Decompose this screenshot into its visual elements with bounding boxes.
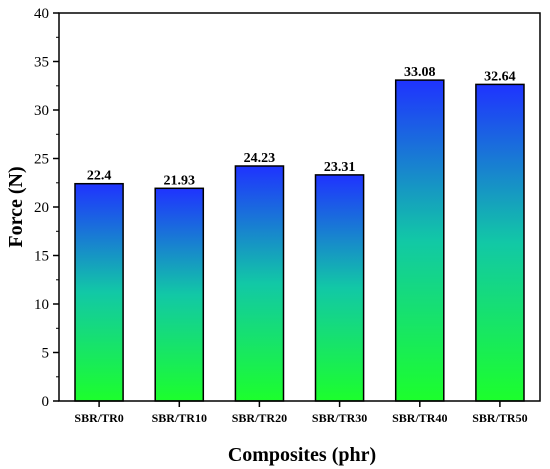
data-label: 33.08 [404, 65, 436, 80]
x-tick-label: SBR/TR30 [312, 411, 367, 425]
data-label: 22.4 [87, 169, 112, 184]
data-label: 21.93 [164, 173, 196, 188]
bar-sbr-tr30 [314, 174, 365, 402]
data-label: 24.23 [244, 151, 276, 166]
y-tick-label: 10 [34, 297, 49, 313]
y-tick-label: 0 [42, 394, 50, 410]
x-tick-label: SBR/TR10 [152, 411, 207, 425]
x-tick-label: SBR/TR50 [472, 411, 527, 425]
x-tick-label: SBR/TR40 [392, 411, 447, 425]
bar-sbr-tr0 [74, 182, 124, 402]
x-axis-title: Composites (phr) [228, 444, 376, 466]
y-tick-label: 15 [34, 249, 49, 265]
bar-sbr-tr50 [475, 83, 525, 402]
plot-area: 22.4 SBR/TR0 21.93 SBR/TR10 24.23 SBR/TR20 23.… [34, 6, 541, 425]
x-tick-label: SBR/TR20 [232, 411, 287, 425]
data-label: 32.64 [484, 69, 516, 84]
x-tick-label: SBR/TR0 [74, 411, 123, 425]
bar-sbr-tr20 [234, 165, 285, 402]
y-tick-label: 35 [34, 55, 49, 71]
y-tick-label: 25 [34, 152, 49, 168]
y-tick-label: 20 [34, 200, 49, 216]
y-tick-label: 40 [34, 6, 49, 22]
plot-frame [58, 12, 541, 402]
bar-sbr-tr10 [154, 187, 205, 402]
bar-sbr-tr40 [394, 79, 445, 402]
y-tick-label: 30 [34, 103, 49, 119]
y-axis-title: Force (N) [5, 166, 27, 247]
data-label: 23.31 [324, 160, 356, 175]
y-tick-label: 5 [42, 346, 50, 362]
